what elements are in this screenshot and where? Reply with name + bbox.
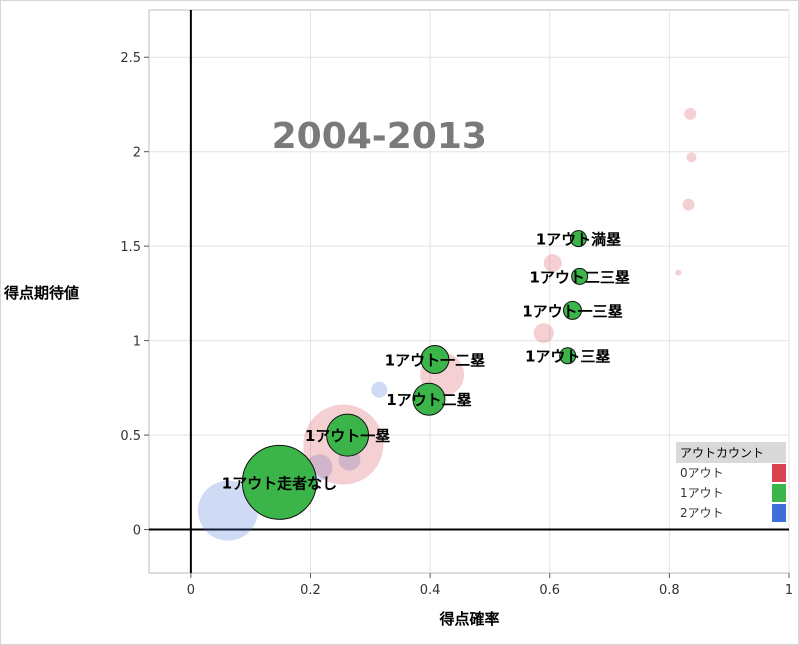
y-tick-label: 2 <box>133 146 141 161</box>
x-tick-label: 1 <box>785 583 793 598</box>
legend-swatch <box>772 464 786 482</box>
x-tick-label: 0.8 <box>659 583 680 598</box>
legend-label: 2アウト <box>680 506 724 520</box>
data-label: 1アウト二塁 <box>386 391 471 409</box>
legend-swatch <box>772 504 786 522</box>
chart-title: 2004-2013 <box>272 116 487 157</box>
y-tick-label: 2.5 <box>120 51 141 66</box>
bubble-1アウト <box>326 413 370 457</box>
bubble-1アウト <box>412 382 446 416</box>
legend-item-2-out[interactable]: 2アウト <box>676 503 786 523</box>
bubble-0アウト <box>682 198 695 211</box>
bubble-1アウト <box>562 300 582 320</box>
bubble-0アウト <box>543 254 562 273</box>
legend-swatch <box>772 484 786 502</box>
data-label: 1アウト満塁 <box>536 231 621 249</box>
data-label: 1アウト一三塁 <box>522 302 622 320</box>
x-tick-label: 0.4 <box>420 583 441 598</box>
bubble-2アウト <box>371 381 388 398</box>
bubble-1アウト <box>559 347 577 365</box>
legend-item-1-out[interactable]: 1アウト <box>676 483 786 503</box>
bubble-1アウト <box>569 230 587 248</box>
bubble-0アウト <box>684 107 697 120</box>
x-tick-label: 0 <box>187 583 195 598</box>
legend-title: アウトカウント <box>676 442 786 463</box>
bubble-1アウト <box>571 267 589 285</box>
plot-area: 0 0.2 0.4 0.6 0.8 1 0 0.5 1 1.5 2 2.5 2004-2013 1アウト走… <box>120 9 793 598</box>
bubble-1アウト <box>241 444 317 520</box>
x-axis-label: 得点確率 <box>439 610 500 628</box>
data-label: 1アウト一塁 <box>305 427 390 445</box>
y-tick-label: 0.5 <box>120 429 141 444</box>
y-tick-label: 1.5 <box>120 240 141 255</box>
x-tick-label: 0.6 <box>539 583 560 598</box>
legend: アウトカウント 0アウト 1アウト 2アウト <box>676 442 786 523</box>
data-label: 1アウト三塁 <box>525 348 610 366</box>
y-tick-label: 1 <box>133 335 141 350</box>
y-axis-label: 得点期待値 <box>4 284 80 302</box>
bubble-0アウト <box>675 269 682 276</box>
x-tick-label: 0.2 <box>300 583 321 598</box>
data-label: 1アウト二三塁 <box>529 268 629 286</box>
y-tick-label: 0 <box>133 524 141 539</box>
data-label: 1アウト一二塁 <box>385 352 485 370</box>
bubble-0アウト <box>686 152 697 163</box>
legend-item-0-out[interactable]: 0アウト <box>676 463 786 483</box>
legend-label: 0アウト <box>680 466 724 480</box>
bubble-0アウト <box>533 323 554 344</box>
legend-label: 1アウト <box>680 486 724 500</box>
data-label: 1アウト走者なし <box>222 474 337 492</box>
bubble-2アウト <box>197 480 258 541</box>
bubble-1アウト <box>420 345 450 375</box>
